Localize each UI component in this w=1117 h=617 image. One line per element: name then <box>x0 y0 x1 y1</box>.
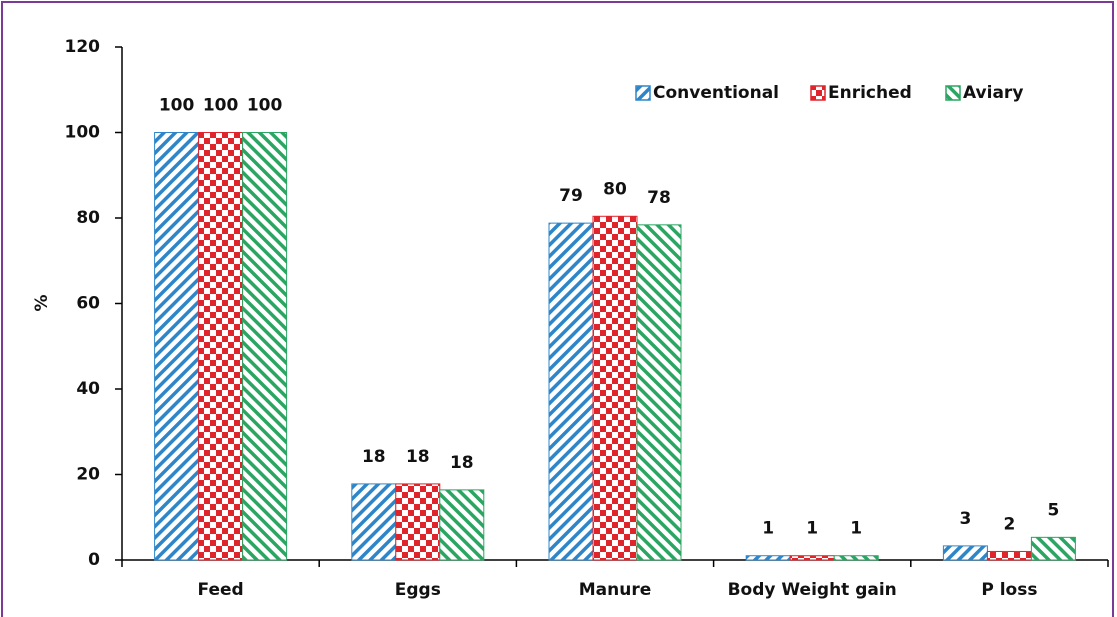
bar <box>789 555 835 561</box>
value-label: 1 <box>850 519 862 539</box>
value-label: 100 <box>159 96 195 116</box>
x-tick-label: P loss <box>981 580 1037 600</box>
x-tick-label: Feed <box>198 580 244 600</box>
x-tick-label: Manure <box>579 580 652 600</box>
legend-item: Aviary <box>945 83 1023 103</box>
bar <box>745 555 791 561</box>
y-tick-label: 60 <box>76 294 100 314</box>
bar <box>548 222 594 561</box>
bar <box>986 550 1032 561</box>
value-label: 80 <box>603 179 627 199</box>
value-label: 79 <box>559 186 583 206</box>
value-label: 18 <box>362 447 386 467</box>
bar <box>242 132 288 561</box>
y-axis-title: % <box>32 294 52 311</box>
bar <box>198 132 244 561</box>
x-tick-label: Body Weight gain <box>728 580 897 600</box>
value-label: 100 <box>247 96 283 116</box>
y-tick-label: 40 <box>76 379 100 399</box>
legend-label: Aviary <box>963 83 1023 103</box>
bar <box>942 545 988 561</box>
bar <box>395 483 441 561</box>
bar <box>636 224 682 561</box>
value-label: 78 <box>647 188 671 208</box>
value-label: 2 <box>1003 514 1015 534</box>
bar <box>592 215 638 561</box>
legend-label: Enriched <box>828 83 912 103</box>
y-tick-label: 80 <box>76 208 100 228</box>
bar <box>351 483 397 561</box>
legend-swatch <box>810 85 826 101</box>
y-tick-label: 120 <box>65 37 101 57</box>
y-tick-label: 100 <box>65 123 101 143</box>
y-tick-label: 0 <box>88 550 100 570</box>
legend-item: Conventional <box>635 83 779 103</box>
value-label: 1 <box>762 519 774 539</box>
value-label: 5 <box>1047 500 1059 520</box>
value-label: 18 <box>450 453 474 473</box>
value-label: 18 <box>406 447 430 467</box>
value-label: 3 <box>959 509 971 529</box>
legend-label: Conventional <box>653 83 779 103</box>
bar <box>439 489 485 561</box>
value-label: 1 <box>806 519 818 539</box>
legend-item: Enriched <box>810 83 912 103</box>
x-tick-label: Eggs <box>395 580 441 600</box>
legend-swatch <box>945 85 961 101</box>
value-label: 100 <box>203 96 239 116</box>
bar <box>1030 536 1076 561</box>
bar <box>833 555 879 561</box>
legend-swatch <box>635 85 651 101</box>
bar <box>154 132 200 561</box>
y-tick-label: 20 <box>76 465 100 485</box>
